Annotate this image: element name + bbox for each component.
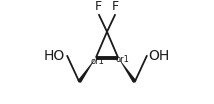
Text: or1: or1 [91, 57, 105, 66]
Text: OH: OH [149, 49, 170, 63]
Text: HO: HO [44, 49, 65, 63]
Polygon shape [118, 58, 137, 83]
Text: or1: or1 [116, 55, 130, 64]
Text: F: F [112, 0, 119, 13]
Text: F: F [95, 0, 102, 13]
Polygon shape [77, 58, 96, 83]
